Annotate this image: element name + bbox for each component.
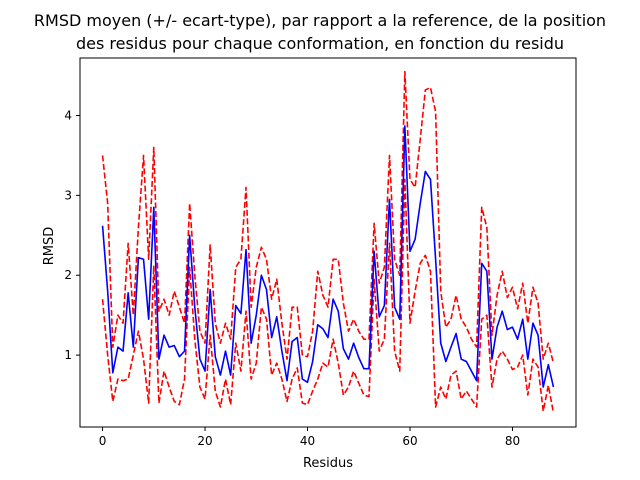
x-tick-label: 0 <box>99 434 107 448</box>
chart-title-line-2: des residus pour chaque conformation, en… <box>75 34 565 53</box>
y-tick-label: 3 <box>64 188 72 202</box>
y-tick-label: 1 <box>64 348 72 362</box>
series-line-lower <box>101 178 555 413</box>
chart-title-line-1: RMSD moyen (+/- ecart-type), par rapport… <box>33 11 607 30</box>
y-axis-ticks: 1 2 3 4 <box>64 109 80 362</box>
x-axis-ticks: 0 20 40 60 80 <box>99 427 520 448</box>
y-tick-label: 2 <box>64 268 72 282</box>
x-tick-label: 20 <box>197 434 212 448</box>
series-line-mean <box>101 125 555 388</box>
y-axis-label: RMSD <box>42 227 57 266</box>
plot-series-group <box>101 70 555 413</box>
plot-area-frame <box>79 57 577 428</box>
x-axis-label: Residus <box>303 456 353 471</box>
x-tick-label: 60 <box>402 434 417 448</box>
y-tick-label: 4 <box>64 109 72 123</box>
x-tick-label: 40 <box>300 434 315 448</box>
x-tick-label: 80 <box>505 434 520 448</box>
series-line-upper <box>101 70 555 364</box>
